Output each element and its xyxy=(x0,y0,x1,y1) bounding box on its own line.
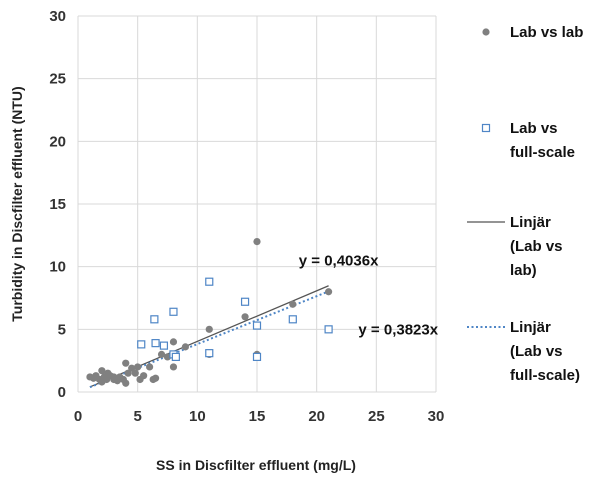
grid-lines xyxy=(77,15,437,393)
point-lab-vs-full-scale xyxy=(240,297,250,306)
x-tick-label: 25 xyxy=(368,408,385,425)
point-lab-vs-full-scale xyxy=(169,307,178,316)
point-lab-vs-lab xyxy=(169,338,178,346)
legend-label: lab) xyxy=(510,262,537,279)
legend-marker-circle xyxy=(482,28,490,36)
y-tick-label: 15 xyxy=(49,196,66,213)
point-lab-vs-full-scale xyxy=(137,340,146,349)
legend-label: full-scale xyxy=(510,144,575,161)
point-lab-vs-lab xyxy=(131,369,139,377)
legend-label: full-scale) xyxy=(510,367,580,384)
point-lab-vs-lab xyxy=(169,363,178,371)
point-lab-vs-lab xyxy=(124,369,132,377)
legend-label: Lab vs lab xyxy=(510,24,583,41)
x-tick-label: 5 xyxy=(133,408,141,425)
point-lab-vs-full-scale xyxy=(171,352,180,362)
x-tick-label: 15 xyxy=(249,408,266,425)
point-lab-vs-lab xyxy=(157,350,166,358)
point-lab-vs-lab xyxy=(241,313,249,321)
point-lab-vs-lab xyxy=(181,343,189,351)
y-axis-title: Turbidity in Discfilter effluent (NTU) xyxy=(9,86,25,321)
x-tick-label: 10 xyxy=(189,408,206,425)
point-lab-vs-full-scale xyxy=(205,349,214,358)
y-tick-label: 10 xyxy=(49,259,66,276)
point-lab-vs-lab xyxy=(146,363,154,371)
point-lab-vs-full-scale xyxy=(252,352,262,362)
point-lab-vs-lab xyxy=(128,364,136,372)
x-tick-label: 0 xyxy=(74,408,82,425)
point-lab-vs-lab xyxy=(151,374,160,382)
x-axis-title: SS in Discfilter effluent (mg/L) xyxy=(156,457,356,473)
point-lab-vs-full-scale xyxy=(252,321,262,330)
y-tick-label: 0 xyxy=(58,384,66,401)
y-tick-label: 30 xyxy=(49,8,66,25)
point-lab-vs-full-scale xyxy=(324,325,333,334)
point-lab-vs-lab xyxy=(134,363,142,371)
point-lab-vs-lab xyxy=(163,353,172,361)
point-lab-vs-full-scale xyxy=(288,315,297,324)
point-lab-vs-lab xyxy=(122,379,130,387)
legend-marker-square xyxy=(481,123,491,133)
data-points xyxy=(86,238,333,387)
y-tick-label: 20 xyxy=(49,133,66,150)
point-lab-vs-full-scale xyxy=(150,315,159,324)
point-lab-vs-full-scale xyxy=(205,277,214,286)
y-tick-label: 25 xyxy=(49,71,66,88)
point-lab-vs-lab xyxy=(289,300,297,308)
trendlines: y = 0,4036x y = 0,3823x xyxy=(89,252,439,389)
axes: 0 5 10 15 20 25 30 0 5 10 15 20 25 30 xyxy=(49,8,444,425)
trendline-equation: y = 0,3823x xyxy=(358,321,438,338)
point-lab-vs-lab xyxy=(325,288,333,296)
legend-label: Lab vs xyxy=(510,120,558,137)
x-tick-label: 20 xyxy=(308,408,325,425)
point-lab-vs-lab xyxy=(98,367,106,375)
point-lab-vs-lab xyxy=(205,325,213,333)
y-tick-label: 5 xyxy=(58,321,66,338)
legend-label: Linjär xyxy=(510,214,551,231)
point-lab-vs-full-scale xyxy=(159,341,169,350)
legend-label: (Lab vs xyxy=(510,343,563,360)
point-lab-vs-full-scale xyxy=(151,339,160,348)
legend-label: (Lab vs xyxy=(510,238,563,255)
point-lab-vs-lab xyxy=(122,359,130,367)
legend-label: Linjär xyxy=(510,319,551,336)
x-tick-label: 30 xyxy=(428,408,445,425)
point-lab-vs-lab xyxy=(140,372,148,380)
legend: Lab vs lab Lab vs full-scale Linjär (Lab vs l… xyxy=(467,24,583,384)
labels: SS in Discfilter effluent (mg/L) Turbidi… xyxy=(9,86,356,473)
trendline-equation: y = 0,4036x xyxy=(299,252,379,269)
point-lab-vs-lab xyxy=(253,238,261,246)
